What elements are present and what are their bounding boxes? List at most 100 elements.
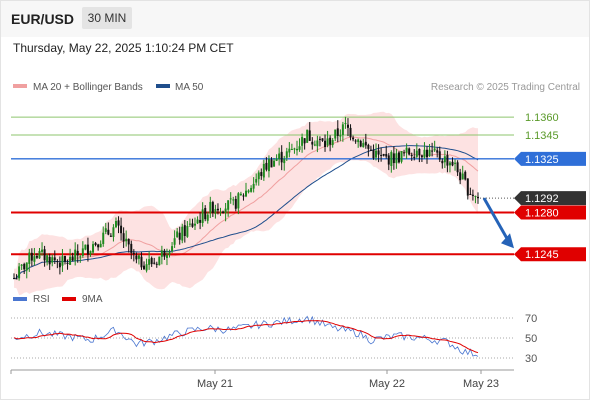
candle [153,257,156,265]
candle [135,252,138,264]
candle [415,143,418,159]
candle [443,150,446,169]
candle [176,228,179,238]
candle [247,189,250,194]
candle [408,147,411,156]
candle [448,161,451,173]
candle [206,211,209,224]
candle [122,227,125,248]
candle [163,248,166,260]
candle [201,202,204,227]
candle [214,204,217,219]
candle [423,142,426,159]
candle [252,177,255,193]
candle [293,147,296,154]
candle [81,241,84,258]
timeframe-button[interactable]: 30 MIN [82,7,132,29]
candle [38,247,41,259]
candle [273,158,276,167]
candle [352,135,355,142]
candle [311,137,314,150]
candle [160,245,163,265]
candle [158,256,161,266]
candle [216,203,219,215]
candle [280,145,283,171]
candle [66,259,69,270]
candle [321,138,324,142]
candle [357,138,360,148]
level-1-1325-label: 1.1325 [525,154,559,166]
rsi-ma-legend-label: 9MA [82,294,103,305]
candle [301,133,304,153]
candle [41,242,44,256]
candle [178,226,181,245]
candle [125,230,128,247]
candle [380,147,383,162]
candle [242,193,245,201]
candle [454,159,457,171]
level-1-1360-label: 1.1360 [525,112,559,124]
candle [441,158,444,169]
candle [23,262,26,275]
candle [130,240,133,260]
candle [433,140,436,152]
candle [211,200,214,217]
candle [250,185,253,193]
candle [104,222,107,235]
level-1-1245-label: 1.1245 [525,249,559,261]
candle [354,139,357,144]
rsi-legend-label: RSI [33,294,50,305]
candle [431,142,434,157]
rsi-tick-50: 50 [525,333,537,345]
candle [397,151,400,164]
candle [196,216,199,225]
candle [183,220,186,243]
ma20-legend-label: MA 20 + Bollinger Bands [33,82,143,93]
candle [13,273,15,280]
candle [155,261,158,268]
candle [140,252,143,270]
candle [403,149,406,157]
bollinger-band-area [14,111,478,296]
level-1-1292-tag [514,191,586,206]
candle [477,192,479,204]
candle [181,223,184,244]
candle [97,243,100,251]
candle [349,124,352,141]
candle [255,173,258,186]
candle [79,255,82,263]
candle [188,218,191,228]
candle [392,146,395,170]
candle [150,256,153,267]
candle [446,150,449,173]
credit-text: Research © 2025 Trading Central [431,82,580,93]
candle [112,224,115,242]
candle [285,147,288,162]
candle [222,210,225,214]
candle [372,144,375,160]
candle [262,159,265,181]
candle [15,274,18,280]
candle [385,145,388,159]
candle [143,261,146,270]
level-1-1280-tag [514,205,586,220]
candle [469,187,472,195]
candle [257,170,260,186]
candle [331,137,334,148]
candle [436,147,439,158]
candle [428,143,431,157]
candle [413,149,416,161]
candle [359,139,362,148]
candle [107,222,110,236]
chart-datetime: Thursday, May 22, 2025 1:10:24 PM CET [13,41,234,55]
candle [209,196,212,219]
ma20-legend-swatch [13,84,27,88]
candle [405,143,408,159]
candle [344,116,347,129]
candle [229,192,232,204]
candle [451,157,454,167]
candle [102,226,105,247]
candle [295,140,298,156]
rsi-tick-70: 70 [525,313,537,325]
candle [132,249,135,262]
